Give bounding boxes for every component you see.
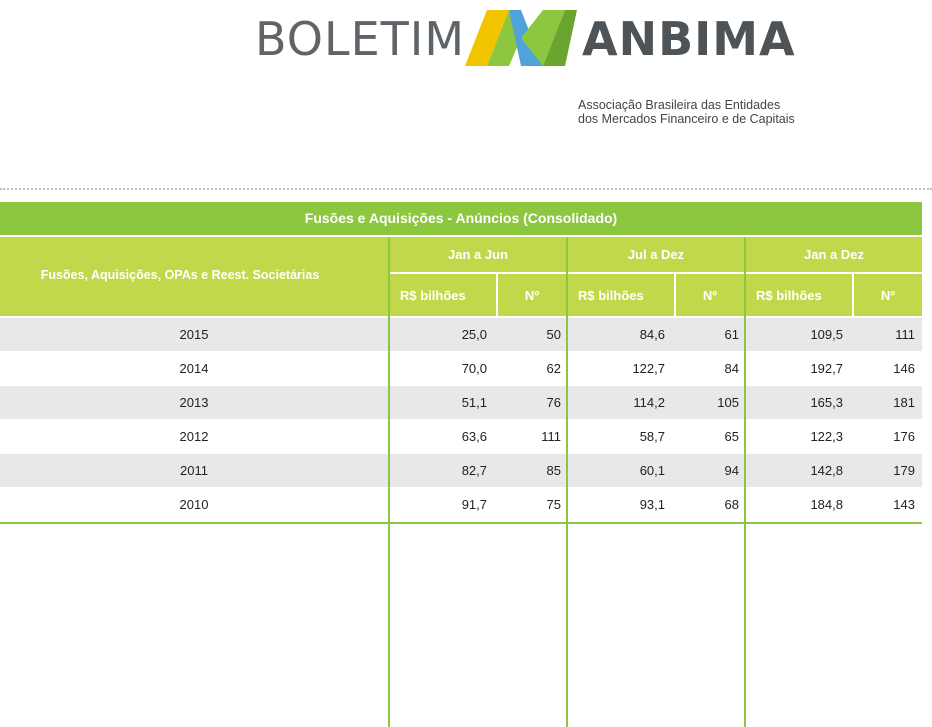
value-count-cell: 146 [893, 361, 915, 376]
value-count-cell: 105 [717, 395, 739, 410]
sub-header-n-2: Nº [676, 274, 744, 316]
row-header-text: Fusões, Aquisições, OPAs e Reest. Societ… [40, 268, 320, 282]
column-divider [744, 237, 746, 727]
value-count-cell: 75 [546, 497, 561, 512]
value-rs-cell: 63,6 [461, 429, 487, 444]
brand-subtitle: Associação Brasileira das Entidades dos … [578, 98, 795, 126]
value-rs-cell: 60,1 [639, 463, 665, 478]
value-rs-cell: 184,8 [810, 497, 843, 512]
year-cell: 2014 [179, 361, 209, 376]
value-rs-cell: 25,0 [461, 327, 487, 342]
group-header-jan-dez: Jan a Dez [746, 237, 922, 272]
value-rs-cell: 142,8 [810, 463, 843, 478]
table-title: Fusões e Aquisições - Anúncios (Consolid… [0, 202, 922, 235]
value-count-cell: 50 [546, 327, 561, 342]
value-rs-cell: 51,1 [461, 395, 487, 410]
value-count-cell: 85 [546, 463, 561, 478]
value-rs-cell: 122,7 [632, 361, 665, 376]
table-row: 2011 82,7 85 60,1 94 142,8 179 [0, 454, 922, 487]
sub-header-rs-2: R$ bilhões [568, 274, 674, 316]
page-header: BOLETIM ANBIMA Associação Brasileira das… [0, 0, 932, 190]
value-count-cell: 179 [893, 463, 915, 478]
brand-anbima-text: ANBIMA [582, 12, 796, 66]
year-cell: 2011 [180, 463, 208, 478]
column-divider [388, 237, 390, 727]
group-header-jul-dez: Jul a Dez [568, 237, 744, 272]
year-cell: 2013 [179, 395, 209, 410]
value-count-cell: 111 [541, 429, 561, 444]
brand-boletim-text: BOLETIM [255, 12, 466, 66]
value-count-cell: 94 [724, 463, 739, 478]
column-divider [566, 237, 568, 727]
dotted-divider [0, 188, 932, 190]
year-cell: 2012 [179, 429, 209, 444]
row-header-label: Fusões, Aquisições, OPAs e Reest. Societ… [0, 237, 388, 316]
table-row: 2013 51,1 76 114,2 105 165,3 181 [0, 386, 922, 419]
sub-header-rs-1: R$ bilhões [390, 274, 496, 316]
value-rs-cell: 165,3 [810, 395, 843, 410]
table-row: 2014 70,0 62 122,7 84 192,7 146 [0, 352, 922, 385]
sub-header-rs-3: R$ bilhões [746, 274, 852, 316]
sub-header-n-1: Nº [498, 274, 566, 316]
brand-subtitle-line2: dos Mercados Financeiro e de Capitais [578, 112, 795, 126]
value-count-cell: 143 [893, 497, 915, 512]
value-rs-cell: 93,1 [639, 497, 665, 512]
value-count-cell: 176 [893, 429, 915, 444]
value-count-cell: 76 [546, 395, 561, 410]
value-count-cell: 61 [724, 327, 739, 342]
brand-subtitle-line1: Associação Brasileira das Entidades [578, 98, 781, 112]
value-count-cell: 111 [895, 327, 915, 342]
value-rs-cell: 58,7 [639, 429, 665, 444]
value-count-cell: 65 [724, 429, 739, 444]
table-row: 2012 63,6 111 58,7 65 122,3 176 [0, 420, 922, 453]
anbima-logo-icon [465, 10, 577, 66]
group-header-jan-jun: Jan a Jun [390, 237, 566, 272]
table-row: 2015 25,0 50 84,6 61 109,5 111 [0, 318, 922, 351]
table-row: 2010 91,7 75 93,1 68 184,8 143 [0, 488, 922, 521]
value-count-cell: 62 [546, 361, 561, 376]
sub-header-n-3: Nº [854, 274, 922, 316]
value-count-cell: 181 [893, 395, 915, 410]
value-count-cell: 68 [724, 497, 739, 512]
value-rs-cell: 70,0 [461, 361, 487, 376]
table-bottom-border [0, 522, 922, 524]
value-rs-cell: 91,7 [461, 497, 487, 512]
value-rs-cell: 122,3 [810, 429, 843, 444]
year-cell: 2015 [179, 327, 209, 342]
value-rs-cell: 84,6 [639, 327, 665, 342]
year-cell: 2010 [179, 497, 209, 512]
value-rs-cell: 109,5 [810, 327, 843, 342]
value-count-cell: 84 [724, 361, 739, 376]
value-rs-cell: 82,7 [461, 463, 487, 478]
value-rs-cell: 114,2 [633, 395, 665, 410]
value-rs-cell: 192,7 [810, 361, 843, 376]
